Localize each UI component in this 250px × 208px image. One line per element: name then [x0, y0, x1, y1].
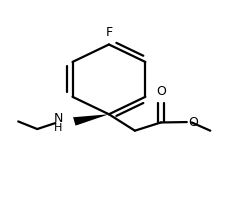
Text: N: N	[54, 113, 63, 125]
Text: O: O	[188, 116, 198, 129]
Text: H: H	[54, 123, 62, 133]
Polygon shape	[73, 114, 109, 126]
Text: O: O	[156, 85, 166, 98]
Text: F: F	[105, 26, 112, 39]
